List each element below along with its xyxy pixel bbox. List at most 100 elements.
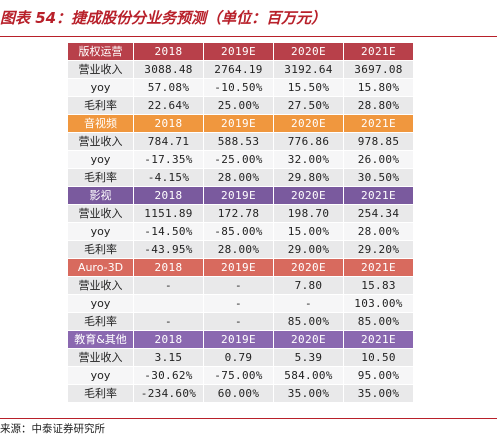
title-divider: [0, 36, 497, 37]
row-label: 营业收入: [68, 61, 134, 78]
row-label: 营业收入: [68, 133, 134, 150]
year-header: 2018: [134, 187, 204, 204]
table-cell: 29.20%: [344, 241, 414, 258]
table-row: yoy 57.08% -10.50% 15.50% 15.80%: [68, 79, 414, 97]
table-cell: 22.64%: [134, 97, 204, 114]
table-cell: [134, 295, 204, 312]
row-label: 营业收入: [68, 349, 134, 366]
block-header-audio-video: 音视频 2018 2019E 2020E 2021E: [68, 115, 414, 133]
row-label: 毛利率: [68, 97, 134, 114]
table-cell: -: [204, 277, 274, 294]
table-cell: 15.80%: [344, 79, 414, 96]
row-label: yoy: [68, 367, 134, 384]
table-cell: -234.60%: [134, 385, 204, 402]
row-label: yoy: [68, 295, 134, 312]
table-row: yoy - - 103.00%: [68, 295, 414, 313]
year-header: 2020E: [274, 331, 344, 348]
table-cell: 30.50%: [344, 169, 414, 186]
table-row: 营业收入 - - 7.80 15.83: [68, 277, 414, 295]
block-name: Auro-3D: [68, 259, 134, 276]
row-label: yoy: [68, 223, 134, 240]
row-label: 毛利率: [68, 385, 134, 402]
block-header-copyright: 版权运营 2018 2019E 2020E 2021E: [68, 43, 414, 61]
table-cell: 28.80%: [344, 97, 414, 114]
table-cell: 254.34: [344, 205, 414, 222]
year-header: 2020E: [274, 43, 344, 60]
table-row: 毛利率 22.64% 25.00% 27.50% 28.80%: [68, 97, 414, 115]
table-cell: 776.86: [274, 133, 344, 150]
year-header: 2019E: [204, 115, 274, 132]
table-cell: -4.15%: [134, 169, 204, 186]
block-name: 版权运营: [68, 43, 134, 60]
table-cell: 15.00%: [274, 223, 344, 240]
year-header: 2020E: [274, 187, 344, 204]
table-cell: 584.00%: [274, 367, 344, 384]
table-cell: -: [134, 277, 204, 294]
table-cell: 28.00%: [344, 223, 414, 240]
table-cell: 32.00%: [274, 151, 344, 168]
table-cell: 3.15: [134, 349, 204, 366]
figure-title: 图表 54：捷成股份分业务预测（单位：百万元）: [0, 9, 327, 27]
year-header: 2018: [134, 259, 204, 276]
year-header: 2019E: [204, 259, 274, 276]
table-row: 营业收入 3088.48 2764.19 3192.64 3697.08: [68, 61, 414, 79]
year-header: 2019E: [204, 187, 274, 204]
table-row: 营业收入 3.15 0.79 5.39 10.50: [68, 349, 414, 367]
year-header: 2018: [134, 331, 204, 348]
table-cell: 15.83: [344, 277, 414, 294]
table-row: 营业收入 784.71 588.53 776.86 978.85: [68, 133, 414, 151]
table-row: yoy -30.62% -75.00% 584.00% 95.00%: [68, 367, 414, 385]
table-cell: 588.53: [204, 133, 274, 150]
table-cell: 60.00%: [204, 385, 274, 402]
table-cell: 35.00%: [344, 385, 414, 402]
block-header-education-other: 教育&其他 2018 2019E 2020E 2021E: [68, 331, 414, 349]
table-cell: 7.80: [274, 277, 344, 294]
table-row: yoy -17.35% -25.00% 32.00% 26.00%: [68, 151, 414, 169]
table-cell: -: [204, 313, 274, 330]
table-cell: -17.35%: [134, 151, 204, 168]
table-cell: -: [204, 295, 274, 312]
table-cell: -75.00%: [204, 367, 274, 384]
year-header: 2018: [134, 43, 204, 60]
forecast-table: 版权运营 2018 2019E 2020E 2021E 营业收入 3088.48…: [68, 43, 414, 403]
block-name: 音视频: [68, 115, 134, 132]
row-label: yoy: [68, 79, 134, 96]
table-cell: 29.80%: [274, 169, 344, 186]
row-label: yoy: [68, 151, 134, 168]
table-cell: -: [274, 295, 344, 312]
year-header: 2019E: [204, 43, 274, 60]
year-header: 2019E: [204, 331, 274, 348]
year-header: 2021E: [344, 43, 414, 60]
table-cell: 172.78: [204, 205, 274, 222]
table-cell: 27.50%: [274, 97, 344, 114]
table-row: 毛利率 - - 85.00% 85.00%: [68, 313, 414, 331]
block-header-film-tv: 影视 2018 2019E 2020E 2021E: [68, 187, 414, 205]
row-label: 营业收入: [68, 205, 134, 222]
year-header: 2020E: [274, 115, 344, 132]
table-row: 营业收入 1151.89 172.78 198.70 254.34: [68, 205, 414, 223]
year-header: 2021E: [344, 331, 414, 348]
year-header: 2018: [134, 115, 204, 132]
table-row: 毛利率 -234.60% 60.00% 35.00% 35.00%: [68, 385, 414, 403]
table-cell: 85.00%: [274, 313, 344, 330]
table-cell: -: [134, 313, 204, 330]
year-header: 2021E: [344, 115, 414, 132]
table-cell: 15.50%: [274, 79, 344, 96]
table-cell: -10.50%: [204, 79, 274, 96]
table-cell: 10.50: [344, 349, 414, 366]
year-header: 2021E: [344, 187, 414, 204]
table-cell: -43.95%: [134, 241, 204, 258]
table-cell: 85.00%: [344, 313, 414, 330]
table-cell: 784.71: [134, 133, 204, 150]
table-cell: 25.00%: [204, 97, 274, 114]
block-name: 教育&其他: [68, 331, 134, 348]
table-cell: 28.00%: [204, 241, 274, 258]
table-cell: 57.08%: [134, 79, 204, 96]
table-cell: 95.00%: [344, 367, 414, 384]
table-cell: 3192.64: [274, 61, 344, 78]
row-label: 毛利率: [68, 241, 134, 258]
row-label: 毛利率: [68, 313, 134, 330]
table-cell: 35.00%: [274, 385, 344, 402]
year-header: 2020E: [274, 259, 344, 276]
source-note: 来源：中泰证券研究所: [0, 423, 105, 435]
